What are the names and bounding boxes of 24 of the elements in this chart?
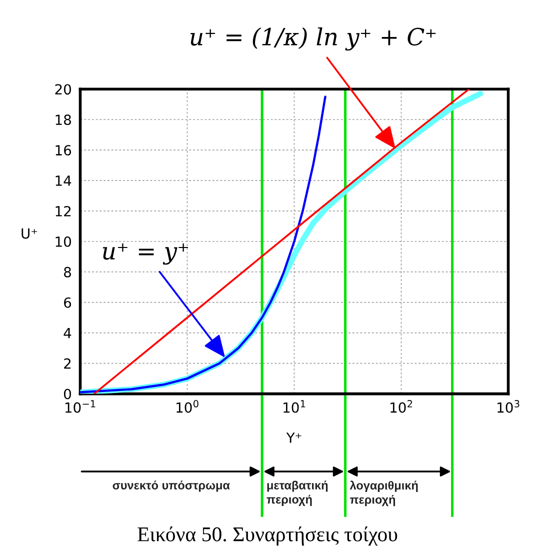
text: Εικόνα 50. Συναρτήσεις τοίχου xyxy=(138,526,398,546)
y-tick-label: 6 xyxy=(64,297,72,308)
y-tick-label: 10 xyxy=(56,236,71,247)
y-tick-label: 0 xyxy=(64,388,71,400)
y-tick-label: 8 xyxy=(64,266,71,278)
y-tick-label: 18 xyxy=(56,114,71,126)
y-tick-label: 2 xyxy=(64,358,71,369)
annotation: u⁺ = y⁺ xyxy=(102,243,188,265)
x-tick-label: 10$^{0}$ xyxy=(176,400,198,413)
y-tick-label: 12 xyxy=(56,206,71,216)
text: συνεκτό υπόστρωμα xyxy=(112,480,230,492)
y-tick-label: 20 xyxy=(55,84,71,95)
y-tick-label: 4 xyxy=(64,328,72,338)
y-tick-label: 14 xyxy=(56,176,72,186)
x-tick-label: 10$^{3}$ xyxy=(498,400,520,413)
x-tick-label: 10$^{−1}$ xyxy=(65,400,96,413)
y-axis-title: U⁺ xyxy=(22,228,38,239)
annotation: u⁺ = (1/κ) ln y⁺ + C⁺ xyxy=(190,27,436,51)
text: μεταβατική περιοχή xyxy=(266,480,328,506)
x-axis-title: Y⁺ xyxy=(286,432,302,443)
text: λογαριθμική περιοχή xyxy=(350,480,418,506)
y-tick-label: 16 xyxy=(56,145,72,156)
x-tick-label: 10$^{2}$ xyxy=(390,400,412,413)
x-tick-label: 10$^{1}$ xyxy=(284,400,306,413)
